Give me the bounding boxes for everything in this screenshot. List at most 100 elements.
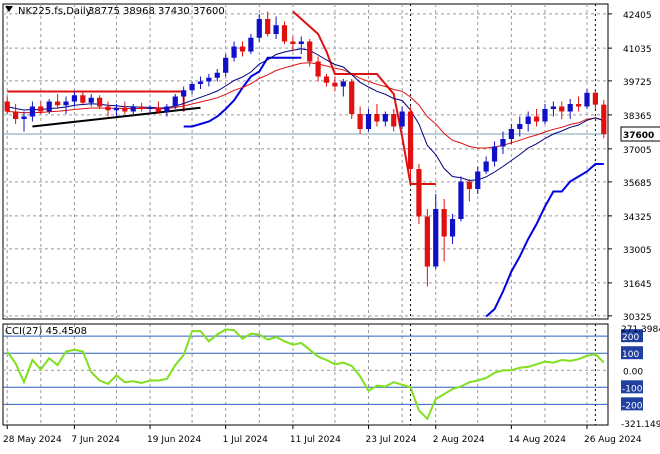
candle-body — [307, 41, 313, 62]
candle-body — [332, 82, 338, 87]
candle-body — [122, 107, 128, 112]
candle-body — [567, 104, 573, 112]
candle-body — [139, 106, 145, 109]
cci-level-label: -100 — [622, 384, 643, 394]
candle-body — [374, 114, 380, 122]
fast-moving-average-line — [7, 48, 604, 182]
symbol-title: NK225.fs,Daily — [18, 6, 92, 17]
candle-body — [4, 101, 10, 112]
price-tick-label: 33005 — [623, 246, 652, 256]
time-tick-label: 7 Jun 2024 — [71, 435, 120, 445]
candle-body — [323, 76, 330, 83]
cci-level-label: 100 — [622, 350, 639, 360]
candle-body — [281, 25, 288, 42]
candle-body — [466, 181, 472, 189]
time-tick-label: 1 Jul 2024 — [223, 435, 268, 445]
candle-body — [475, 171, 481, 189]
candle-body — [38, 106, 44, 112]
candle-body — [533, 116, 540, 122]
candle-body — [147, 107, 153, 109]
time-tick-label: 28 May 2024 — [3, 435, 62, 445]
cci-level-box — [621, 380, 643, 394]
candle-body — [340, 81, 346, 87]
candle-body — [197, 81, 204, 84]
candle-body — [399, 111, 405, 127]
price-tick-label: 30325 — [623, 313, 652, 323]
candle-body — [21, 116, 27, 119]
candle-body — [508, 129, 514, 139]
candle-body — [46, 101, 52, 112]
candle-body — [223, 57, 229, 73]
candle-body — [491, 146, 498, 162]
time-tick-label: 23 Jul 2024 — [366, 435, 417, 445]
candle-body — [71, 95, 78, 102]
candle-body — [214, 72, 220, 78]
candle-body — [542, 109, 548, 122]
candle-body — [550, 106, 556, 109]
candle-body — [559, 106, 565, 112]
candle-body — [265, 19, 271, 34]
cci-max-label: 271.3984 — [621, 325, 660, 335]
candle-body — [357, 114, 363, 129]
cci-level-label: -200 — [622, 401, 643, 411]
candle-body — [449, 219, 456, 237]
price-tick-label: 41035 — [623, 45, 652, 55]
candle-body — [365, 114, 372, 129]
candle-body — [525, 116, 531, 124]
candle-body — [55, 101, 61, 106]
candle-body — [458, 181, 464, 219]
candle-body — [29, 106, 36, 117]
current-price-label: 37600 — [623, 131, 654, 141]
candle-body — [575, 104, 582, 107]
candle-body — [231, 46, 237, 58]
candle-body — [441, 209, 447, 237]
candle-body — [382, 114, 388, 122]
candle-body — [517, 124, 523, 129]
price-tick-label: 37005 — [623, 146, 652, 156]
cci-panel-frame — [2, 323, 609, 426]
candle-body — [88, 97, 94, 103]
time-tick-label: 26 Aug 2024 — [584, 435, 642, 445]
candle-body — [416, 169, 422, 217]
trend-line — [32, 106, 201, 128]
candle-body — [433, 209, 439, 267]
main-panel-frame — [2, 3, 609, 320]
candle-body — [63, 101, 69, 106]
candle-body — [105, 106, 111, 111]
cci-level-box — [621, 397, 643, 411]
candle-body — [80, 95, 86, 103]
candle-body — [592, 92, 599, 105]
candle-body — [12, 111, 19, 119]
candle-body — [315, 61, 321, 77]
time-tick-label: 2 Aug 2024 — [433, 435, 485, 445]
time-tick-label: 19 Jun 2024 — [147, 435, 201, 445]
time-tick-label: 11 Jul 2024 — [290, 435, 341, 445]
candle-body — [424, 216, 430, 267]
cci-level-label: 200 — [622, 333, 639, 343]
candle-body — [248, 37, 254, 52]
ohlc-values: 38775 38968 37430 37600 — [88, 6, 225, 17]
time-tick-label: 14 Aug 2024 — [508, 435, 566, 445]
price-tick-label: 34325 — [623, 213, 652, 223]
candle-body — [189, 84, 195, 91]
cci-level-box — [621, 346, 643, 360]
candle-body — [113, 107, 120, 111]
candle-body — [130, 106, 136, 112]
price-tick-label: 31645 — [623, 280, 652, 290]
candle-body — [155, 107, 162, 112]
candle-body — [256, 19, 262, 38]
triangle-down-icon — [5, 6, 13, 12]
candle-body — [584, 92, 590, 107]
cci-title: CCI(27) 45.4508 — [5, 326, 87, 337]
price-tick-label: 38365 — [623, 112, 652, 122]
stop-line — [292, 10, 436, 185]
price-tick-label: 39725 — [623, 78, 652, 88]
candle-body — [97, 97, 103, 107]
candle-body — [298, 41, 304, 44]
candle-body — [164, 106, 170, 112]
candle-body — [601, 104, 607, 134]
current-price-box — [620, 126, 660, 142]
cci-level-box — [621, 329, 643, 343]
